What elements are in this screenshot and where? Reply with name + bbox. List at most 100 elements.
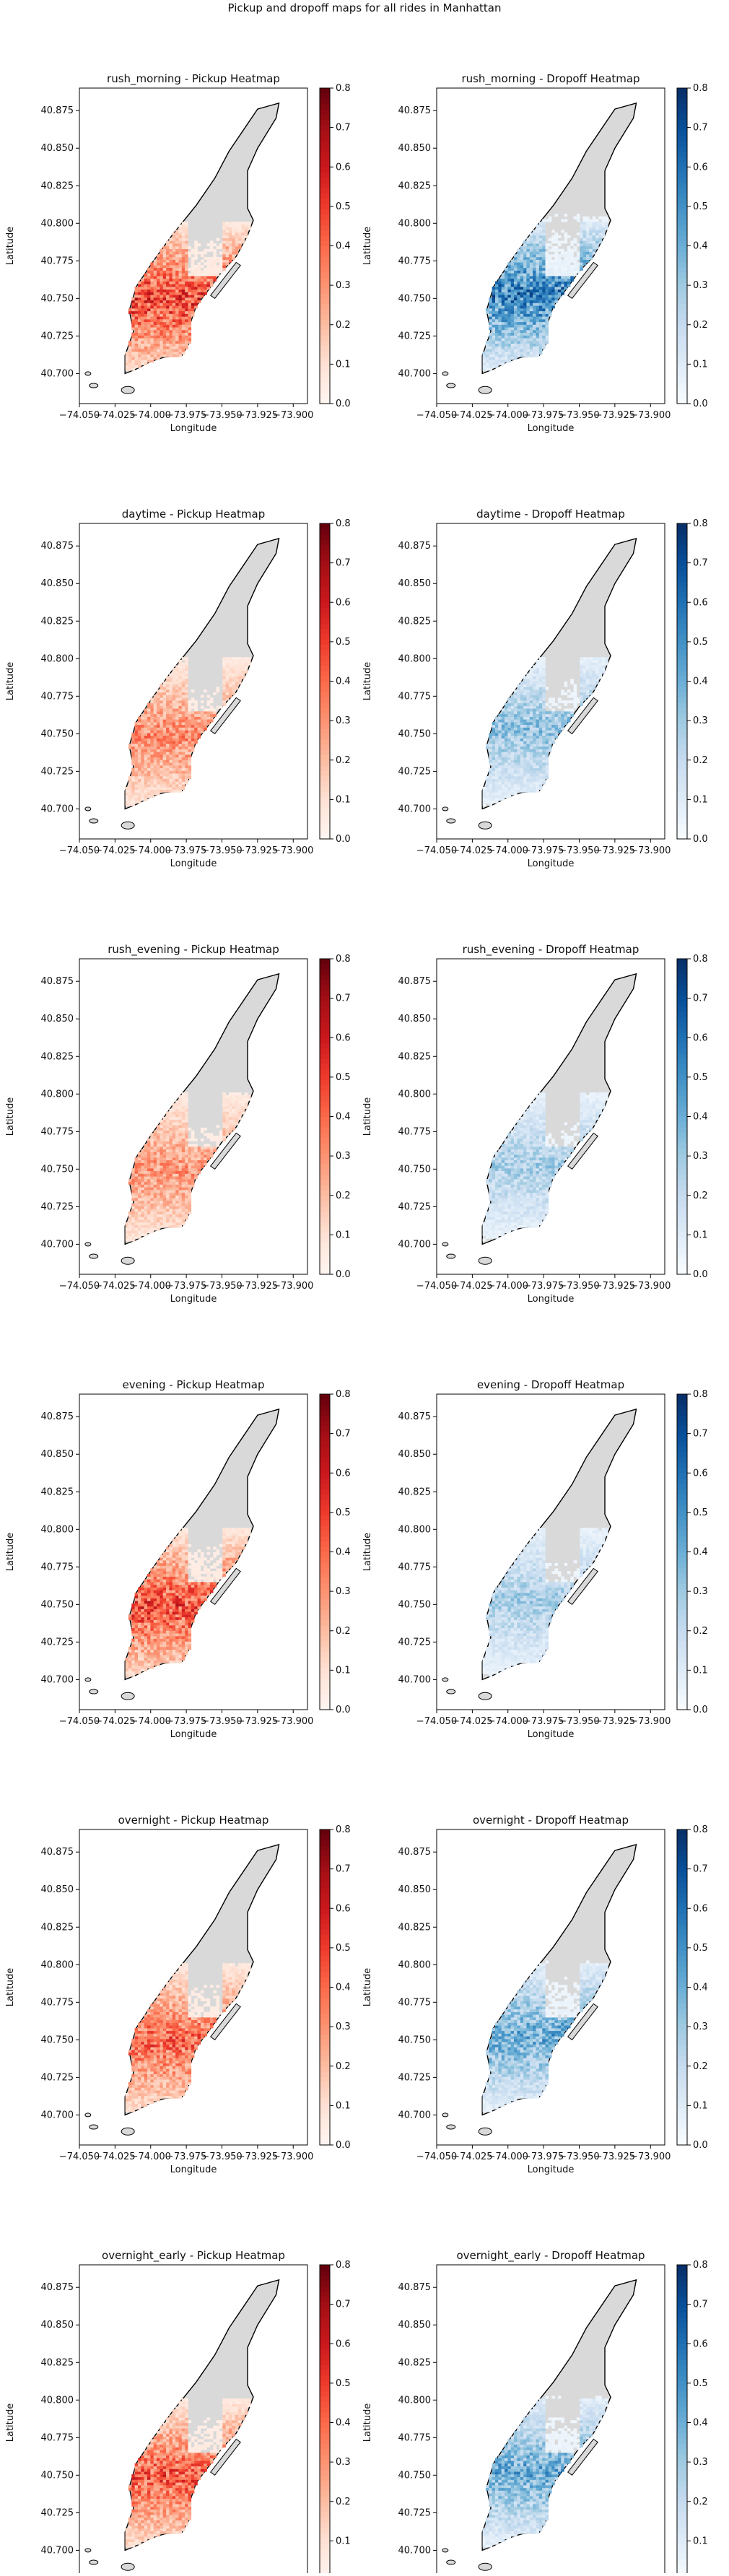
colorbar-segment (677, 167, 687, 173)
heat-cell (495, 327, 499, 330)
heat-cell (238, 227, 242, 230)
heat-cell (514, 308, 518, 311)
heat-cell (523, 771, 527, 774)
heat-cell (157, 771, 160, 774)
heat-cell (179, 733, 183, 736)
heat-cell (175, 665, 179, 668)
heat-cell (589, 235, 593, 238)
heat-cell (589, 687, 593, 689)
heat-cell (154, 1190, 157, 1193)
heat-cell (495, 344, 499, 347)
heat-cell (219, 243, 223, 246)
heat-cell (185, 246, 188, 249)
heat-cell (150, 706, 154, 709)
heat-cell (245, 230, 248, 232)
heat-cell (241, 665, 245, 668)
heat-cell (507, 311, 511, 314)
colorbar-segment (320, 728, 330, 734)
heat-cell (539, 290, 543, 292)
heat-cell (226, 663, 230, 666)
heat-cell (166, 1219, 170, 1222)
heat-cell (194, 717, 198, 720)
heat-cell (141, 736, 144, 739)
heat-cell (558, 700, 562, 703)
colorbar-segment (677, 251, 687, 257)
heat-cell (173, 325, 176, 328)
heat-cell (549, 747, 552, 749)
heat-cell (507, 347, 511, 349)
heat-cell (182, 327, 185, 330)
heat-cell (188, 1211, 192, 1214)
heat-cell (248, 660, 251, 663)
heat-cell (185, 338, 188, 341)
heat-cell (128, 311, 132, 314)
heat-cell (157, 1168, 160, 1171)
heat-cell (166, 744, 170, 747)
heat-cell (144, 314, 148, 317)
heat-cell (217, 257, 220, 260)
heat-cell (530, 276, 533, 279)
heat-cell (188, 282, 192, 284)
heat-cell (517, 773, 520, 776)
heat-cell (150, 760, 154, 763)
heat-cell (574, 703, 577, 706)
heat-cell (558, 273, 562, 276)
heat-cell (141, 1201, 144, 1204)
heat-cell (141, 1225, 144, 1228)
heat-cell (179, 787, 183, 790)
heat-cell (511, 271, 515, 274)
heat-cell (549, 717, 552, 720)
heat-cell (135, 1174, 139, 1177)
heat-cell (514, 793, 518, 796)
heat-cell (520, 749, 524, 752)
heat-cell (526, 257, 530, 260)
colorbar-segment (677, 586, 687, 592)
colorbar-segment (320, 330, 330, 336)
colorbar-segment (677, 802, 687, 808)
heat-cell (150, 354, 154, 357)
heat-cell (492, 349, 496, 352)
heat-cell (188, 287, 192, 290)
heat-cell (505, 322, 508, 325)
heat-cell (511, 268, 515, 271)
heat-cell (526, 749, 530, 752)
heat-cell (194, 305, 198, 308)
heat-cell (520, 695, 524, 698)
heat-cell (194, 1171, 198, 1174)
heat-cell (188, 1179, 192, 1182)
heat-cell (169, 676, 173, 679)
heat-cell (188, 719, 192, 722)
heat-cell (555, 300, 559, 303)
y-tick-label: 40.700 (41, 368, 74, 379)
heat-cell (169, 260, 173, 263)
heat-cell (154, 722, 157, 725)
heat-cell (182, 784, 185, 787)
heat-cell (175, 782, 179, 785)
heat-cell (536, 344, 540, 347)
heat-cell (551, 268, 555, 271)
heat-cell (517, 349, 520, 352)
heat-cell (131, 736, 135, 739)
heat-cell (147, 773, 151, 776)
heat-cell (188, 1174, 192, 1177)
heat-cell (520, 706, 524, 709)
heat-cell (232, 222, 235, 225)
heat-cell (514, 357, 518, 360)
heat-cell (498, 297, 502, 300)
heat-cell (502, 338, 505, 341)
heat-cell (185, 779, 188, 782)
heat-cell (163, 279, 167, 282)
heat-cell (539, 251, 543, 254)
heat-cell (523, 784, 527, 787)
heat-cell (533, 671, 536, 674)
heat-cell (526, 776, 530, 779)
heat-cell (185, 708, 188, 711)
heat-cell (182, 1219, 185, 1222)
colorbar-segment (677, 388, 687, 393)
heat-cell (542, 319, 546, 322)
heat-cell (138, 297, 141, 300)
heat-cell (542, 771, 546, 774)
heat-cell (511, 754, 515, 757)
heat-cell (147, 1171, 151, 1174)
heat-cell (163, 311, 167, 314)
